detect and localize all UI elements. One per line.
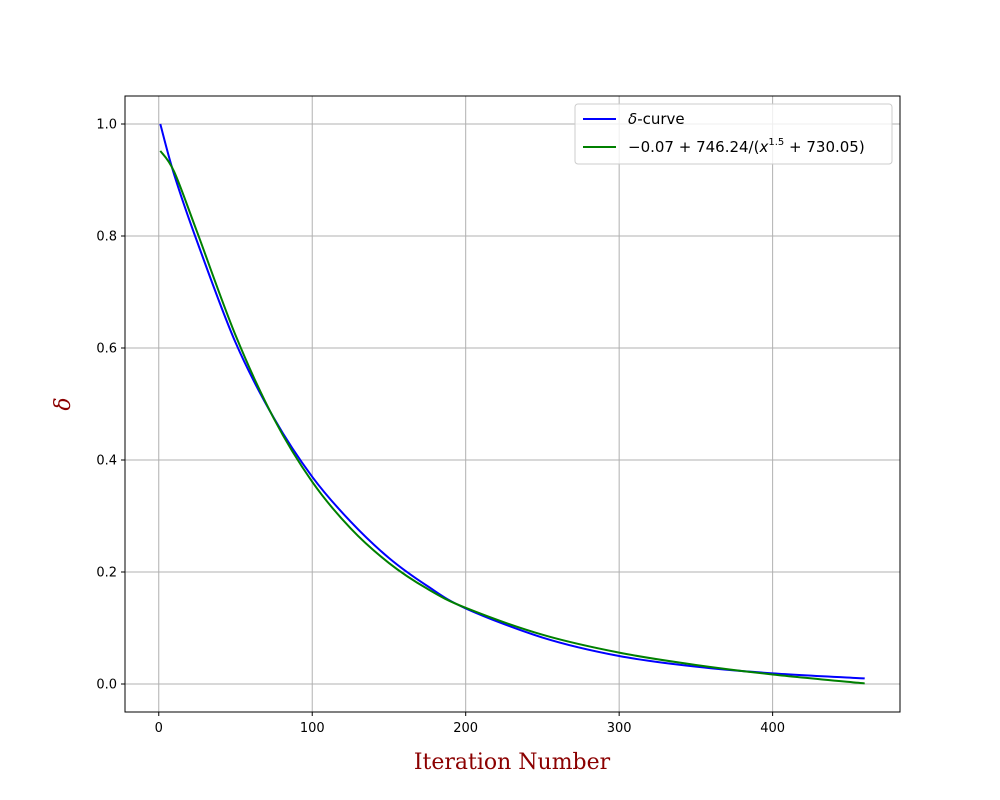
x-tick-label: 0 [155, 721, 163, 736]
tick-layer: 0 100 200 300 400 0.0 0.2 0.4 0.6 0.8 1.0 [96, 118, 785, 737]
y-tick-label: 0.4 [96, 454, 117, 469]
x-axis-title: Iteration Number [414, 750, 611, 775]
series-layer [159, 123, 865, 685]
y-tick-label: 0.2 [96, 566, 117, 581]
legend: δ-curve −0.07 + 746.24/(x1.5 + 730.05) [574, 103, 893, 165]
x-tick-label: 300 [607, 721, 632, 736]
legend-label-fit-curve: −0.07 + 746.24/(x1.5 + 730.05) [628, 137, 865, 156]
y-tick-label: 0.6 [96, 342, 117, 357]
series-line-fit-curve [159, 150, 865, 685]
x-tick-label: 400 [760, 721, 785, 736]
y-tick-label: 0.0 [96, 678, 117, 693]
series-line-delta-curve [159, 123, 865, 680]
y-tick-label: 0.8 [96, 230, 117, 245]
grid [125, 96, 900, 712]
legend-label-delta-curve: δ-curve [628, 110, 685, 128]
y-tick-label: 1.0 [96, 118, 117, 133]
x-tick-label: 200 [453, 721, 478, 736]
y-axis-title: δ [51, 397, 76, 410]
plot-frame [124, 95, 901, 713]
x-tick-label: 100 [300, 721, 325, 736]
legend-box [574, 103, 893, 165]
